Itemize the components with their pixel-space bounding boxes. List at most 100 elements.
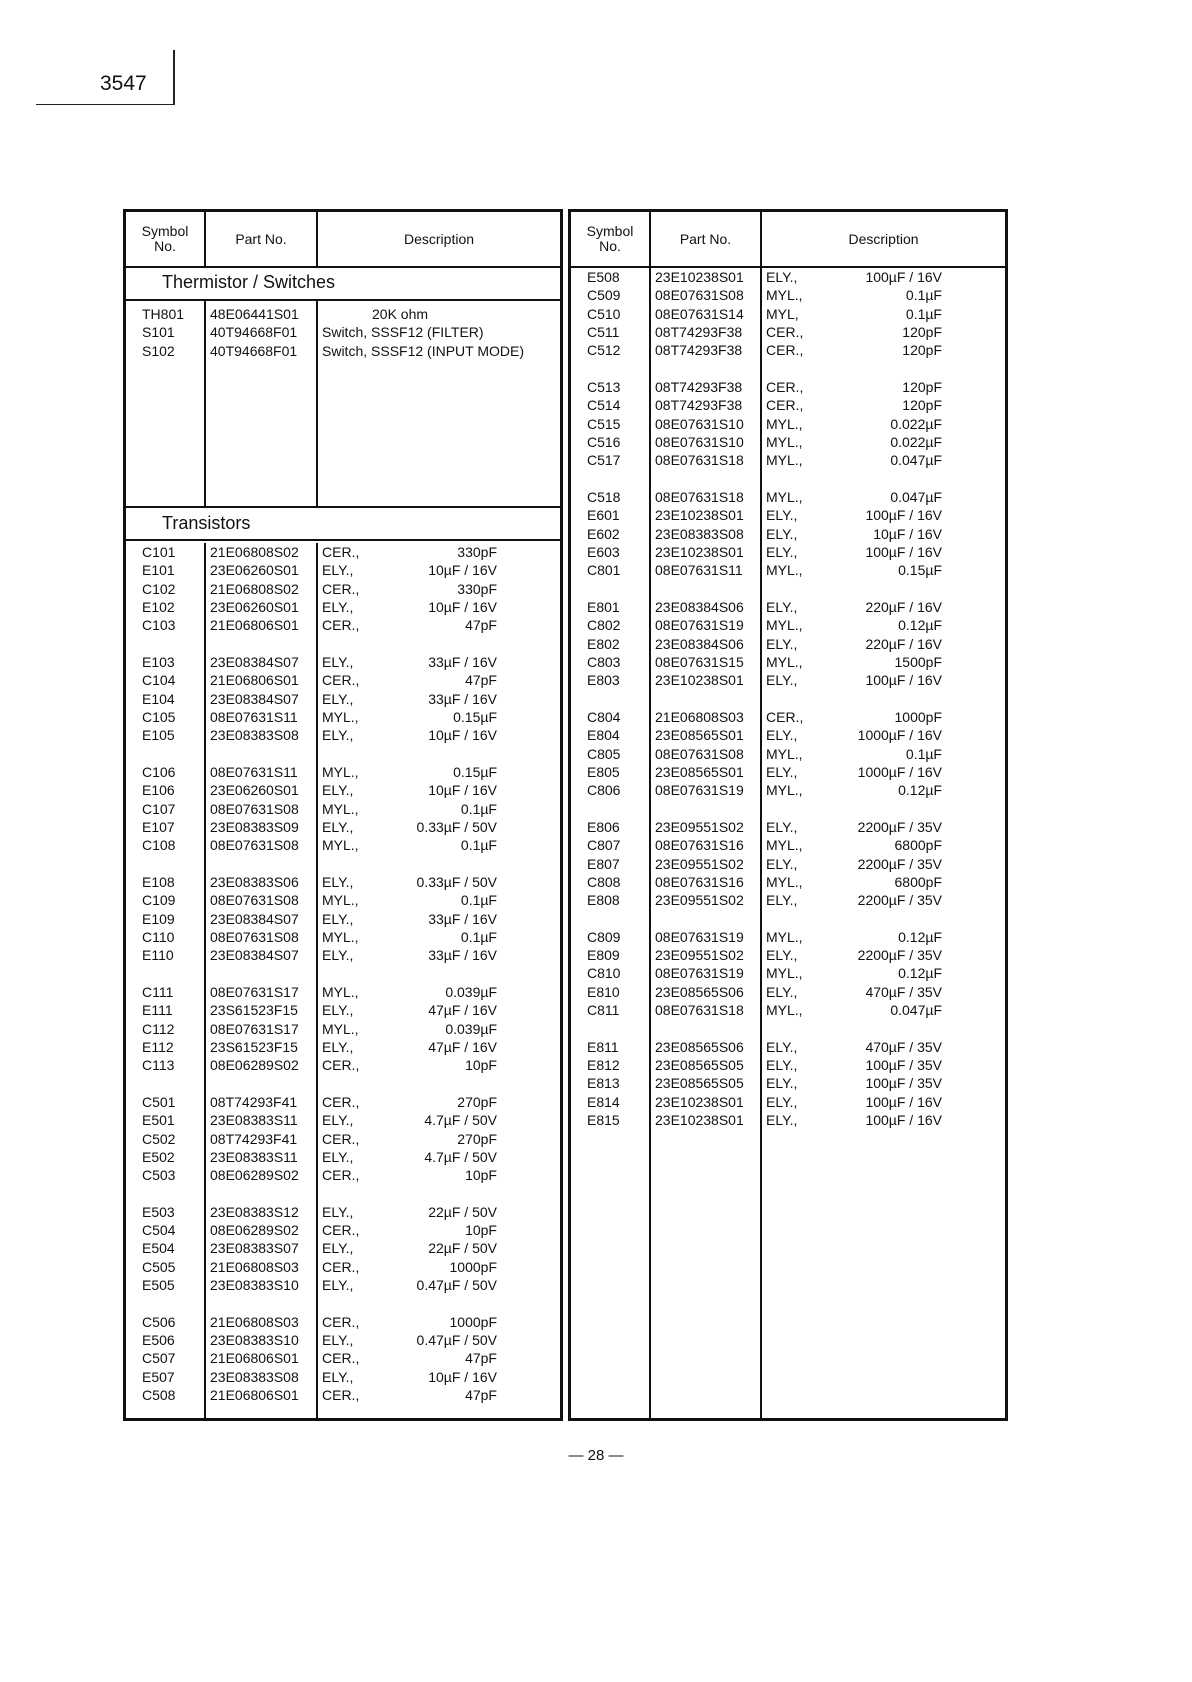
description-cell: MYL., 0.1µF [318,891,560,909]
part-no-cell: 08E07631S08 [210,928,299,945]
page-number: — 28 — [568,1447,624,1464]
description-cell: ELY., 2200µF / 35V [762,818,1005,836]
part-no-cell: 08E07631S16 [655,837,744,854]
symbol-cell: E109 [142,910,175,927]
component-value: 0.047µF [890,1002,942,1019]
component-value: 10µF / 16V [873,525,942,542]
component-value: 0.022µF [890,415,942,432]
component-value: 0.039µF [445,983,497,1000]
spacer-row [762,690,1005,708]
description-text: Switch, SSSF12 (INPUT MODE) [322,342,525,359]
part-no-cell: 08E07631S19 [655,617,744,634]
symbol-cell: C510 [587,305,621,322]
part-no-cell: 08E07631S17 [210,983,299,1000]
component-type: ELY., [322,1203,354,1220]
component-type: MYL., [766,617,803,634]
component-type: MYL., [322,928,359,945]
spacer-row [206,1294,316,1312]
part-no-cell: 08E06289S02 [210,1222,299,1239]
component-value: 1000pF [894,708,942,725]
part-no-cell: 23E08565S06 [655,1038,744,1055]
description-cell: CER., 1000pF [762,708,1005,726]
component-type: ELY., [322,947,354,964]
spacer-row [571,909,649,927]
header-symbol-line1: Symbol [586,223,634,239]
part-no-cell: 23E08565S05 [655,1075,744,1092]
symbol-cell: E105 [142,727,175,744]
symbol-cell: E502 [142,1148,175,1165]
component-value: 6800pF [894,837,942,854]
symbol-cell: C801 [587,562,621,579]
component-type: ELY., [322,1038,354,1055]
component-type: CER., [322,672,360,689]
component-type: ELY., [766,855,798,872]
component-type: MYL., [766,1002,803,1019]
header-symbol-text: Symbol No. [142,224,189,254]
spacer-row [651,580,760,598]
component-type: ELY., [766,947,798,964]
part-no-cell: 23E08383S11 [210,1148,298,1165]
component-value: 0.15µF [453,763,497,780]
component-value: 270pF [457,1130,497,1147]
symbol-cell: E104 [142,690,175,707]
part-no-cell: 08E07631S11 [210,708,298,725]
description-cell: ELY., 470µF / 35V [762,1038,1005,1056]
part-no-cell: 23E06260S01 [210,562,299,579]
component-value: 22µF / 50V [428,1240,497,1257]
component-type: ELY., [322,562,354,579]
part-no-cell: 23E08383S07 [210,1240,299,1257]
component-type: CER., [322,1093,360,1110]
part-no-cell: 40T94668F01 [210,342,298,359]
component-value: 0.1µF [460,837,497,854]
part-no-cell: 08E07631S14 [655,305,744,322]
component-type: ELY., [322,910,354,927]
description-cell: MYL., 0.047µF [762,451,1005,469]
description-cell: MYL., 6800pF [762,873,1005,891]
spacer-row [126,1184,204,1202]
component-type: MYL., [766,837,803,854]
symbol-cell: C508 [142,1387,176,1404]
component-type: ELY., [322,782,354,799]
description-cell: CER., 10pF [318,1056,560,1074]
symbol-cell: C513 [587,378,621,395]
symbol-cell: E603 [587,543,620,560]
component-type: CER., [322,1258,360,1275]
component-value: 0.47µF / 50V [416,1332,497,1349]
part-no-cell: 08E07631S19 [655,928,744,945]
spacer-row [651,690,760,708]
description-cell: ELY., 100µF / 35V [762,1074,1005,1092]
component-type: MYL., [766,745,803,762]
description-cell: ELY., 22µF / 50V [318,1239,560,1257]
component-type: CER., [322,1222,360,1239]
page-code-divider [173,50,175,105]
part-no-cell: 23E06260S01 [210,782,299,799]
symbol-cell: C101 [142,544,176,560]
part-no-cell: 23E10238S01 [655,672,744,689]
description-text: 20K ohm [372,306,429,322]
header-symbol: Symbol No. [126,212,206,266]
symbol-cell: E501 [142,1112,175,1129]
symbol-cell: E805 [587,763,620,780]
symbol-cell: E802 [587,635,620,652]
description-cell: MYL., 0.12µF [762,964,1005,982]
symbol-cell: E801 [587,598,620,615]
component-type: ELY., [766,763,798,780]
part-no-cell: 08E07631S18 [655,1002,744,1019]
symbol-cell: E107 [142,818,175,835]
section-body-thermistor-switches: TH801 S101 S102 48E06441S01 40T94668F01 40T94… [126,301,560,506]
component-value: 100µF / 16V [865,507,942,524]
component-value: 33µF / 16V [428,690,497,707]
component-type: ELY., [766,892,798,909]
description-cell: ELY., 22µF / 50V [318,1203,560,1221]
section-title-thermistor-switches: Thermistor / Switches [126,266,560,301]
component-type: CER., [322,1130,360,1147]
component-value: 33µF / 16V [428,947,497,964]
header-symbol-line2: No. [154,238,176,254]
symbol-column: C101 E101 C102 E102 C103 E103 C104 E104 C105 E105… [126,543,206,1418]
component-type: CER., [322,617,360,634]
component-value: 470µF / 35V [865,1038,942,1055]
part-no-cell: 21E06806S01 [210,1350,299,1367]
component-value: 0.15µF [898,562,942,579]
part-no-cell: 23E09551S02 [655,818,744,835]
symbol-cell: C504 [142,1222,176,1239]
